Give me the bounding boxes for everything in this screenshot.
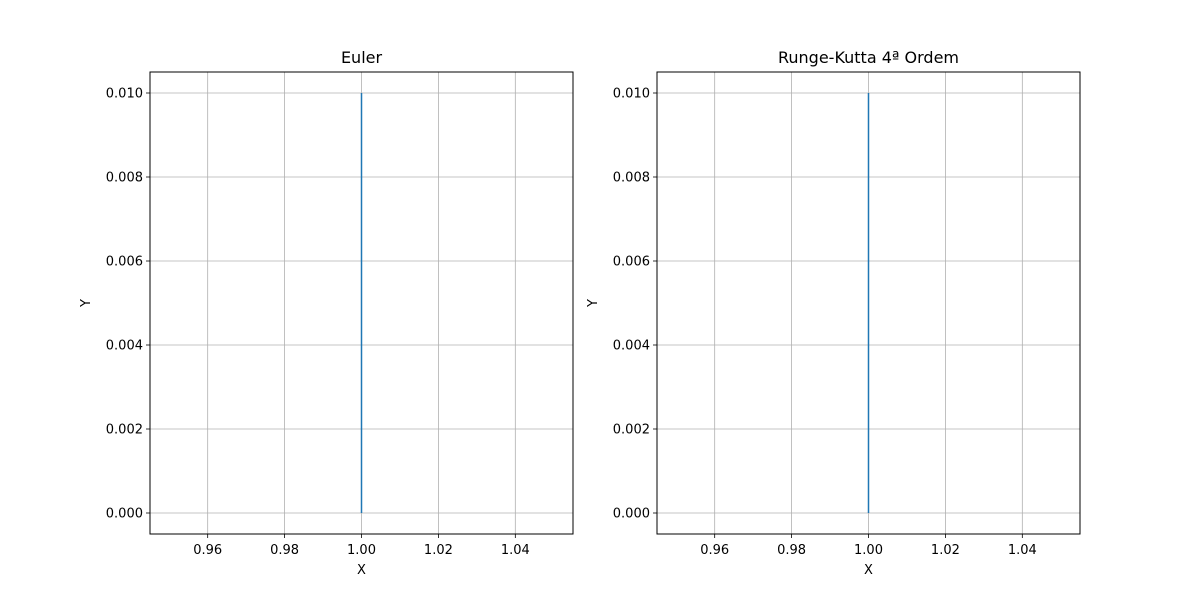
y-tick-label: 0.000 — [106, 507, 143, 522]
subplot-euler: Euler X Y 0.96 0.98 1.00 1.02 1.04 0.000 0.002… — [79, 48, 574, 578]
y-tick-label: 0.010 — [613, 87, 650, 102]
y-axis-label: Y — [79, 299, 94, 308]
x-axis-label: X — [357, 563, 366, 578]
x-axis-label: X — [864, 563, 873, 578]
y-tick-label: 0.010 — [106, 87, 143, 102]
plot-area: 0.96 0.98 1.00 1.02 1.04 0.000 0.002 0.004 0.006… — [613, 71, 1081, 558]
y-tick-label: 0.006 — [613, 255, 650, 270]
chart-title: Euler — [341, 48, 383, 67]
y-tick-label: 0.004 — [613, 339, 650, 354]
x-tick-label: 0.98 — [777, 543, 806, 558]
x-tick-label: 1.00 — [347, 543, 376, 558]
y-tick-label: 0.000 — [613, 507, 650, 522]
x-tick-label: 1.04 — [501, 543, 530, 558]
x-tick-label: 1.02 — [931, 543, 960, 558]
y-tick-label: 0.008 — [613, 171, 650, 186]
y-tick-label: 0.004 — [106, 339, 143, 354]
chart-title: Runge-Kutta 4ª Ordem — [778, 48, 959, 67]
x-tick-label: 0.98 — [270, 543, 299, 558]
y-tick-label: 0.008 — [106, 171, 143, 186]
x-tick-label: 0.96 — [193, 543, 222, 558]
y-tick-label: 0.002 — [106, 423, 143, 438]
x-tick-label: 1.02 — [424, 543, 453, 558]
plot-area: 0.96 0.98 1.00 1.02 1.04 0.000 0.002 0.004 0.006… — [106, 71, 574, 558]
subplot-runge-kutta: Runge-Kutta 4ª Ordem X Y 0.96 0.98 1.00 1.0… — [586, 48, 1081, 578]
y-tick-label: 0.002 — [613, 423, 650, 438]
x-tick-label: 0.96 — [700, 543, 729, 558]
y-tick-label: 0.006 — [106, 255, 143, 270]
y-axis-label: Y — [586, 299, 601, 308]
x-tick-label: 1.00 — [854, 543, 883, 558]
x-tick-label: 1.04 — [1008, 543, 1037, 558]
